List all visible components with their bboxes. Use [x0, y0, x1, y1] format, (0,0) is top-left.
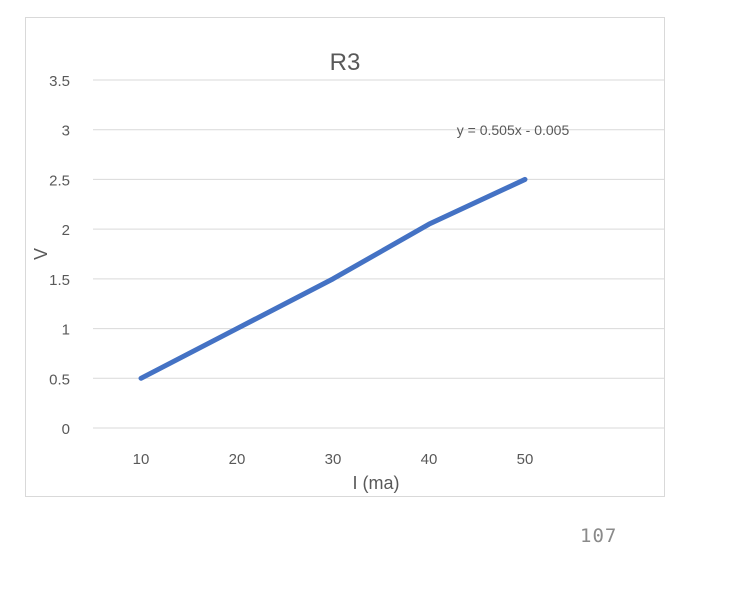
chart-title: R3 — [330, 49, 361, 76]
y-tick-label: 3 — [62, 123, 70, 140]
y-tick-label: 1 — [62, 322, 70, 339]
y-axis-label: V — [31, 248, 51, 260]
trendline-equation: y = 0.505x - 0.005 — [457, 122, 570, 138]
x-axis-label: I (ma) — [353, 473, 400, 493]
x-tick-label: 30 — [325, 451, 342, 468]
x-tick-label: 10 — [133, 451, 150, 468]
x-tick-label: 50 — [517, 451, 534, 468]
x-tick-label: 20 — [229, 451, 246, 468]
chart-frame — [25, 17, 665, 497]
y-tick-label: 3.5 — [49, 73, 70, 90]
y-tick-label: 0 — [62, 421, 70, 438]
y-tick-label: 0.5 — [49, 371, 70, 388]
y-tick-label: 2.5 — [49, 172, 70, 189]
y-tick-label: 2 — [62, 222, 70, 239]
y-tick-label: 1.5 — [49, 272, 70, 289]
page-number: 107 — [580, 525, 618, 547]
x-tick-label: 40 — [421, 451, 438, 468]
